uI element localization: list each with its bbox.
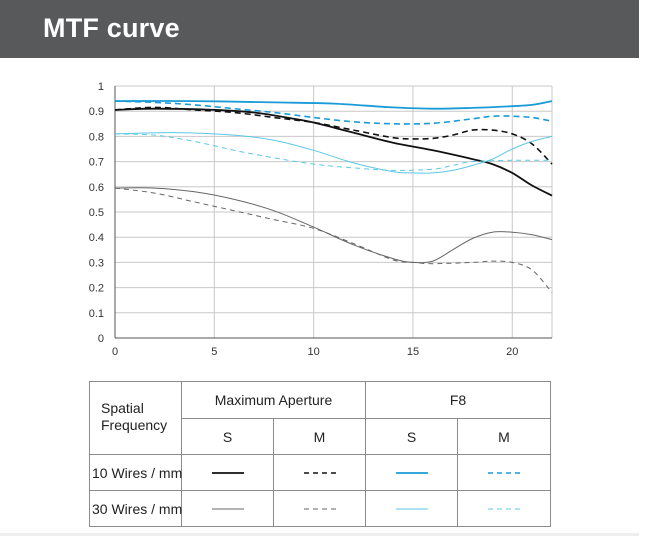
x-tick-label: 0 bbox=[112, 346, 118, 358]
f8-s-header: S bbox=[365, 418, 459, 455]
y-tick-label: 0.2 bbox=[89, 283, 104, 295]
legend-sample-max-s-10 bbox=[181, 454, 274, 491]
series-line-3 bbox=[114, 100, 553, 125]
chart-series bbox=[114, 100, 553, 293]
x-tick-label: 15 bbox=[407, 346, 419, 358]
legend-sample-f8-s-10 bbox=[365, 454, 459, 491]
series-line-0 bbox=[114, 107, 553, 197]
f8-m-header: M bbox=[457, 418, 552, 455]
y-tick-label: 0.6 bbox=[89, 182, 104, 194]
chart-grid bbox=[115, 85, 553, 338]
y-tick-label: 0.9 bbox=[89, 106, 104, 118]
y-tick-label: 0 bbox=[98, 333, 104, 345]
series-line-1 bbox=[114, 106, 553, 165]
legend-table: Spatial Frequency Maximum Aperture F8 S … bbox=[89, 381, 552, 527]
header-bar: MTF curve bbox=[0, 0, 639, 58]
max-aperture-header: Maximum Aperture bbox=[180, 381, 367, 419]
page-title: MTF curve bbox=[43, 13, 180, 43]
max-aperture-m-header: M bbox=[272, 418, 367, 455]
legend-sample-f8-m-10 bbox=[457, 454, 552, 491]
x-tick-label: 10 bbox=[308, 346, 320, 358]
x-tick-label: 5 bbox=[211, 346, 217, 358]
series-line-4 bbox=[114, 187, 553, 264]
y-tick-label: 1 bbox=[98, 81, 104, 93]
max-aperture-s-header: S bbox=[181, 418, 274, 455]
chart-tick-labels: 00.10.20.30.40.50.60.70.80.910 5 10 15 20 bbox=[89, 81, 519, 358]
legend-sample-f8-m-30 bbox=[457, 490, 552, 527]
chart-axes bbox=[114, 86, 552, 339]
y-tick-label: 0.4 bbox=[89, 232, 104, 244]
y-tick-label: 0.7 bbox=[89, 157, 104, 169]
spatial-label: Spatial bbox=[101, 400, 144, 416]
legend-sample-max-m-10 bbox=[272, 454, 367, 491]
series-line-5 bbox=[114, 187, 553, 293]
series-line-7 bbox=[114, 133, 553, 171]
y-tick-label: 0.8 bbox=[89, 131, 104, 143]
y-tick-label: 0.1 bbox=[89, 308, 104, 320]
series-line-6 bbox=[114, 132, 553, 174]
y-tick-label: 0.3 bbox=[89, 257, 104, 269]
row-30-wires-label: 30 Wires / mm bbox=[89, 490, 182, 527]
legend-sample-f8-s-30 bbox=[365, 490, 459, 527]
legend-sample-max-m-30 bbox=[272, 490, 367, 527]
spatial-frequency-header: Spatial Frequency bbox=[89, 381, 182, 455]
frequency-label: Frequency bbox=[101, 417, 168, 433]
series-line-2 bbox=[114, 100, 553, 110]
x-tick-label: 20 bbox=[506, 346, 518, 358]
legend-sample-max-s-30 bbox=[181, 490, 274, 527]
f8-header: F8 bbox=[365, 381, 552, 419]
y-tick-label: 0.5 bbox=[89, 207, 104, 219]
row-10-wires-label: 10 Wires / mm bbox=[89, 454, 182, 491]
mtf-chart: 00.10.20.30.40.50.60.70.80.910 5 10 15 20 bbox=[89, 81, 553, 358]
bottom-divider bbox=[0, 533, 639, 536]
